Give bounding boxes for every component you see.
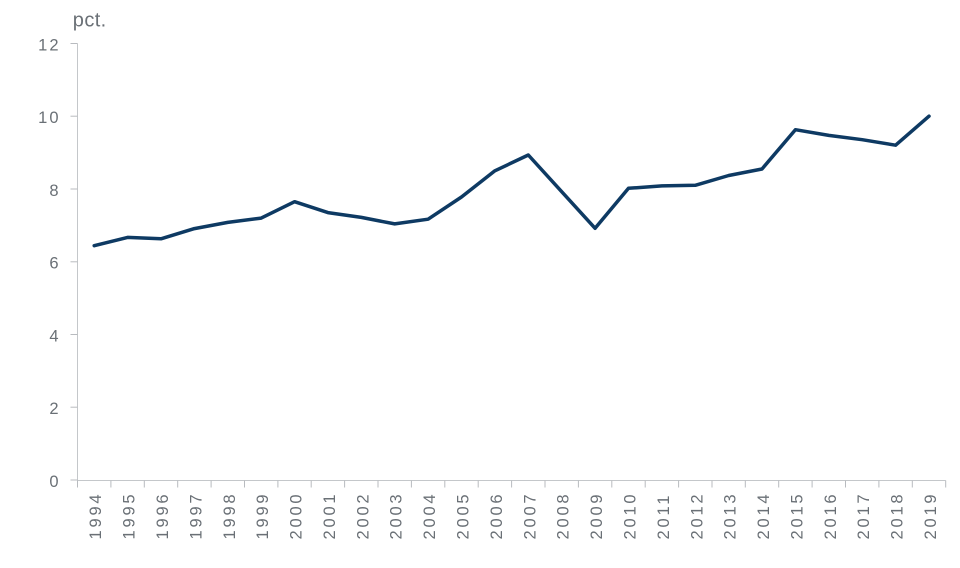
- svg-text:0: 0: [49, 473, 60, 491]
- svg-text:10: 10: [38, 109, 60, 127]
- svg-text:2012: 2012: [688, 492, 706, 540]
- svg-text:2016: 2016: [822, 492, 840, 540]
- svg-text:6: 6: [49, 255, 60, 273]
- svg-text:4: 4: [49, 327, 60, 345]
- svg-text:12: 12: [38, 36, 60, 54]
- svg-text:2002: 2002: [354, 492, 372, 540]
- svg-text:2015: 2015: [788, 492, 806, 540]
- svg-text:1998: 1998: [221, 492, 239, 540]
- svg-text:1997: 1997: [187, 492, 205, 540]
- svg-text:1999: 1999: [254, 492, 272, 540]
- svg-text:1994: 1994: [87, 492, 105, 540]
- svg-text:2001: 2001: [321, 492, 339, 540]
- svg-text:1996: 1996: [154, 492, 172, 540]
- svg-text:2: 2: [49, 400, 60, 418]
- svg-text:2017: 2017: [855, 492, 873, 540]
- svg-text:2013: 2013: [722, 492, 740, 540]
- svg-text:2005: 2005: [455, 492, 473, 540]
- svg-text:2010: 2010: [622, 492, 640, 540]
- svg-text:2008: 2008: [555, 492, 573, 540]
- svg-text:1995: 1995: [121, 492, 139, 540]
- svg-text:2006: 2006: [488, 492, 506, 540]
- svg-text:8: 8: [49, 182, 60, 200]
- svg-text:pct.: pct.: [73, 10, 107, 32]
- svg-text:2014: 2014: [755, 492, 773, 540]
- svg-text:2004: 2004: [421, 492, 439, 540]
- svg-text:2000: 2000: [288, 492, 306, 540]
- svg-text:2011: 2011: [655, 493, 673, 540]
- svg-text:2009: 2009: [588, 492, 606, 540]
- svg-text:2019: 2019: [922, 492, 940, 540]
- svg-text:2003: 2003: [388, 492, 406, 540]
- svg-text:2007: 2007: [521, 492, 539, 540]
- svg-text:2018: 2018: [889, 492, 907, 540]
